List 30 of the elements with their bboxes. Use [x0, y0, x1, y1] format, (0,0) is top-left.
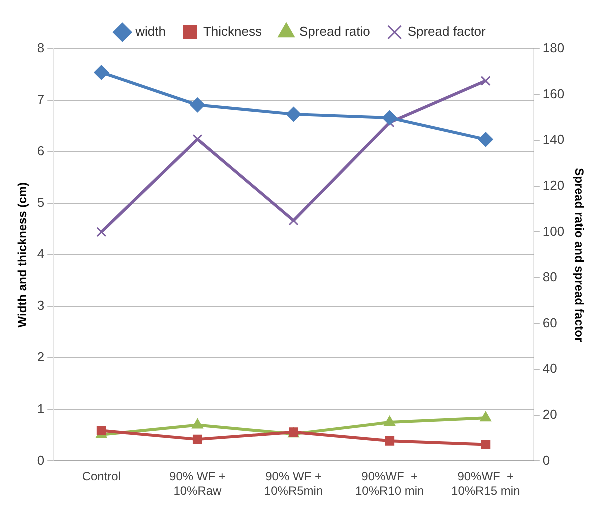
y2-tick-label: 140: [542, 132, 565, 148]
y-tick-label: 4: [37, 246, 45, 262]
y2-tick-label: 80: [542, 270, 558, 285]
y-axis-title: Width and thickness (cm): [16, 182, 30, 328]
x-tick-label: 90% WF + 10%R5min: [264, 470, 324, 498]
x-tick-label: Control: [82, 470, 121, 484]
y-tick-label: 8: [37, 40, 45, 56]
y2-tick-label: 20: [542, 406, 558, 422]
y2-tick-label: 0: [542, 452, 550, 468]
y2-axis-title: Spread ratio and spread factor: [572, 168, 586, 342]
legend-label: width: [134, 24, 166, 40]
legend-label: Thickness: [203, 24, 262, 40]
y-tick-label: 7: [37, 92, 45, 108]
x-tick-label: 90%WF + 10%R10 min: [355, 470, 424, 498]
y-tick-label: 6: [37, 144, 45, 159]
y-tick-label: 0: [37, 452, 45, 468]
y2-tick-label: 160: [542, 86, 565, 102]
y-tick-label: 2: [37, 350, 45, 365]
x-tick-label: 90% WF + 10%Raw: [170, 470, 226, 498]
y-tick-label: 3: [37, 298, 45, 314]
y-tick-label: 5: [37, 195, 45, 210]
legend-label: Spread factor: [408, 24, 487, 40]
y-tick-label: 1: [37, 401, 45, 416]
y2-tick-label: 60: [542, 315, 558, 330]
y2-tick-label: 180: [542, 40, 565, 56]
legend-label: Spread ratio: [300, 24, 370, 40]
y2-tick-label: 120: [542, 178, 565, 193]
x-tick-label: 90%WF + 10%R15 min: [452, 470, 520, 498]
y2-tick-label: 40: [542, 361, 558, 376]
y2-tick-label: 100: [542, 224, 565, 239]
